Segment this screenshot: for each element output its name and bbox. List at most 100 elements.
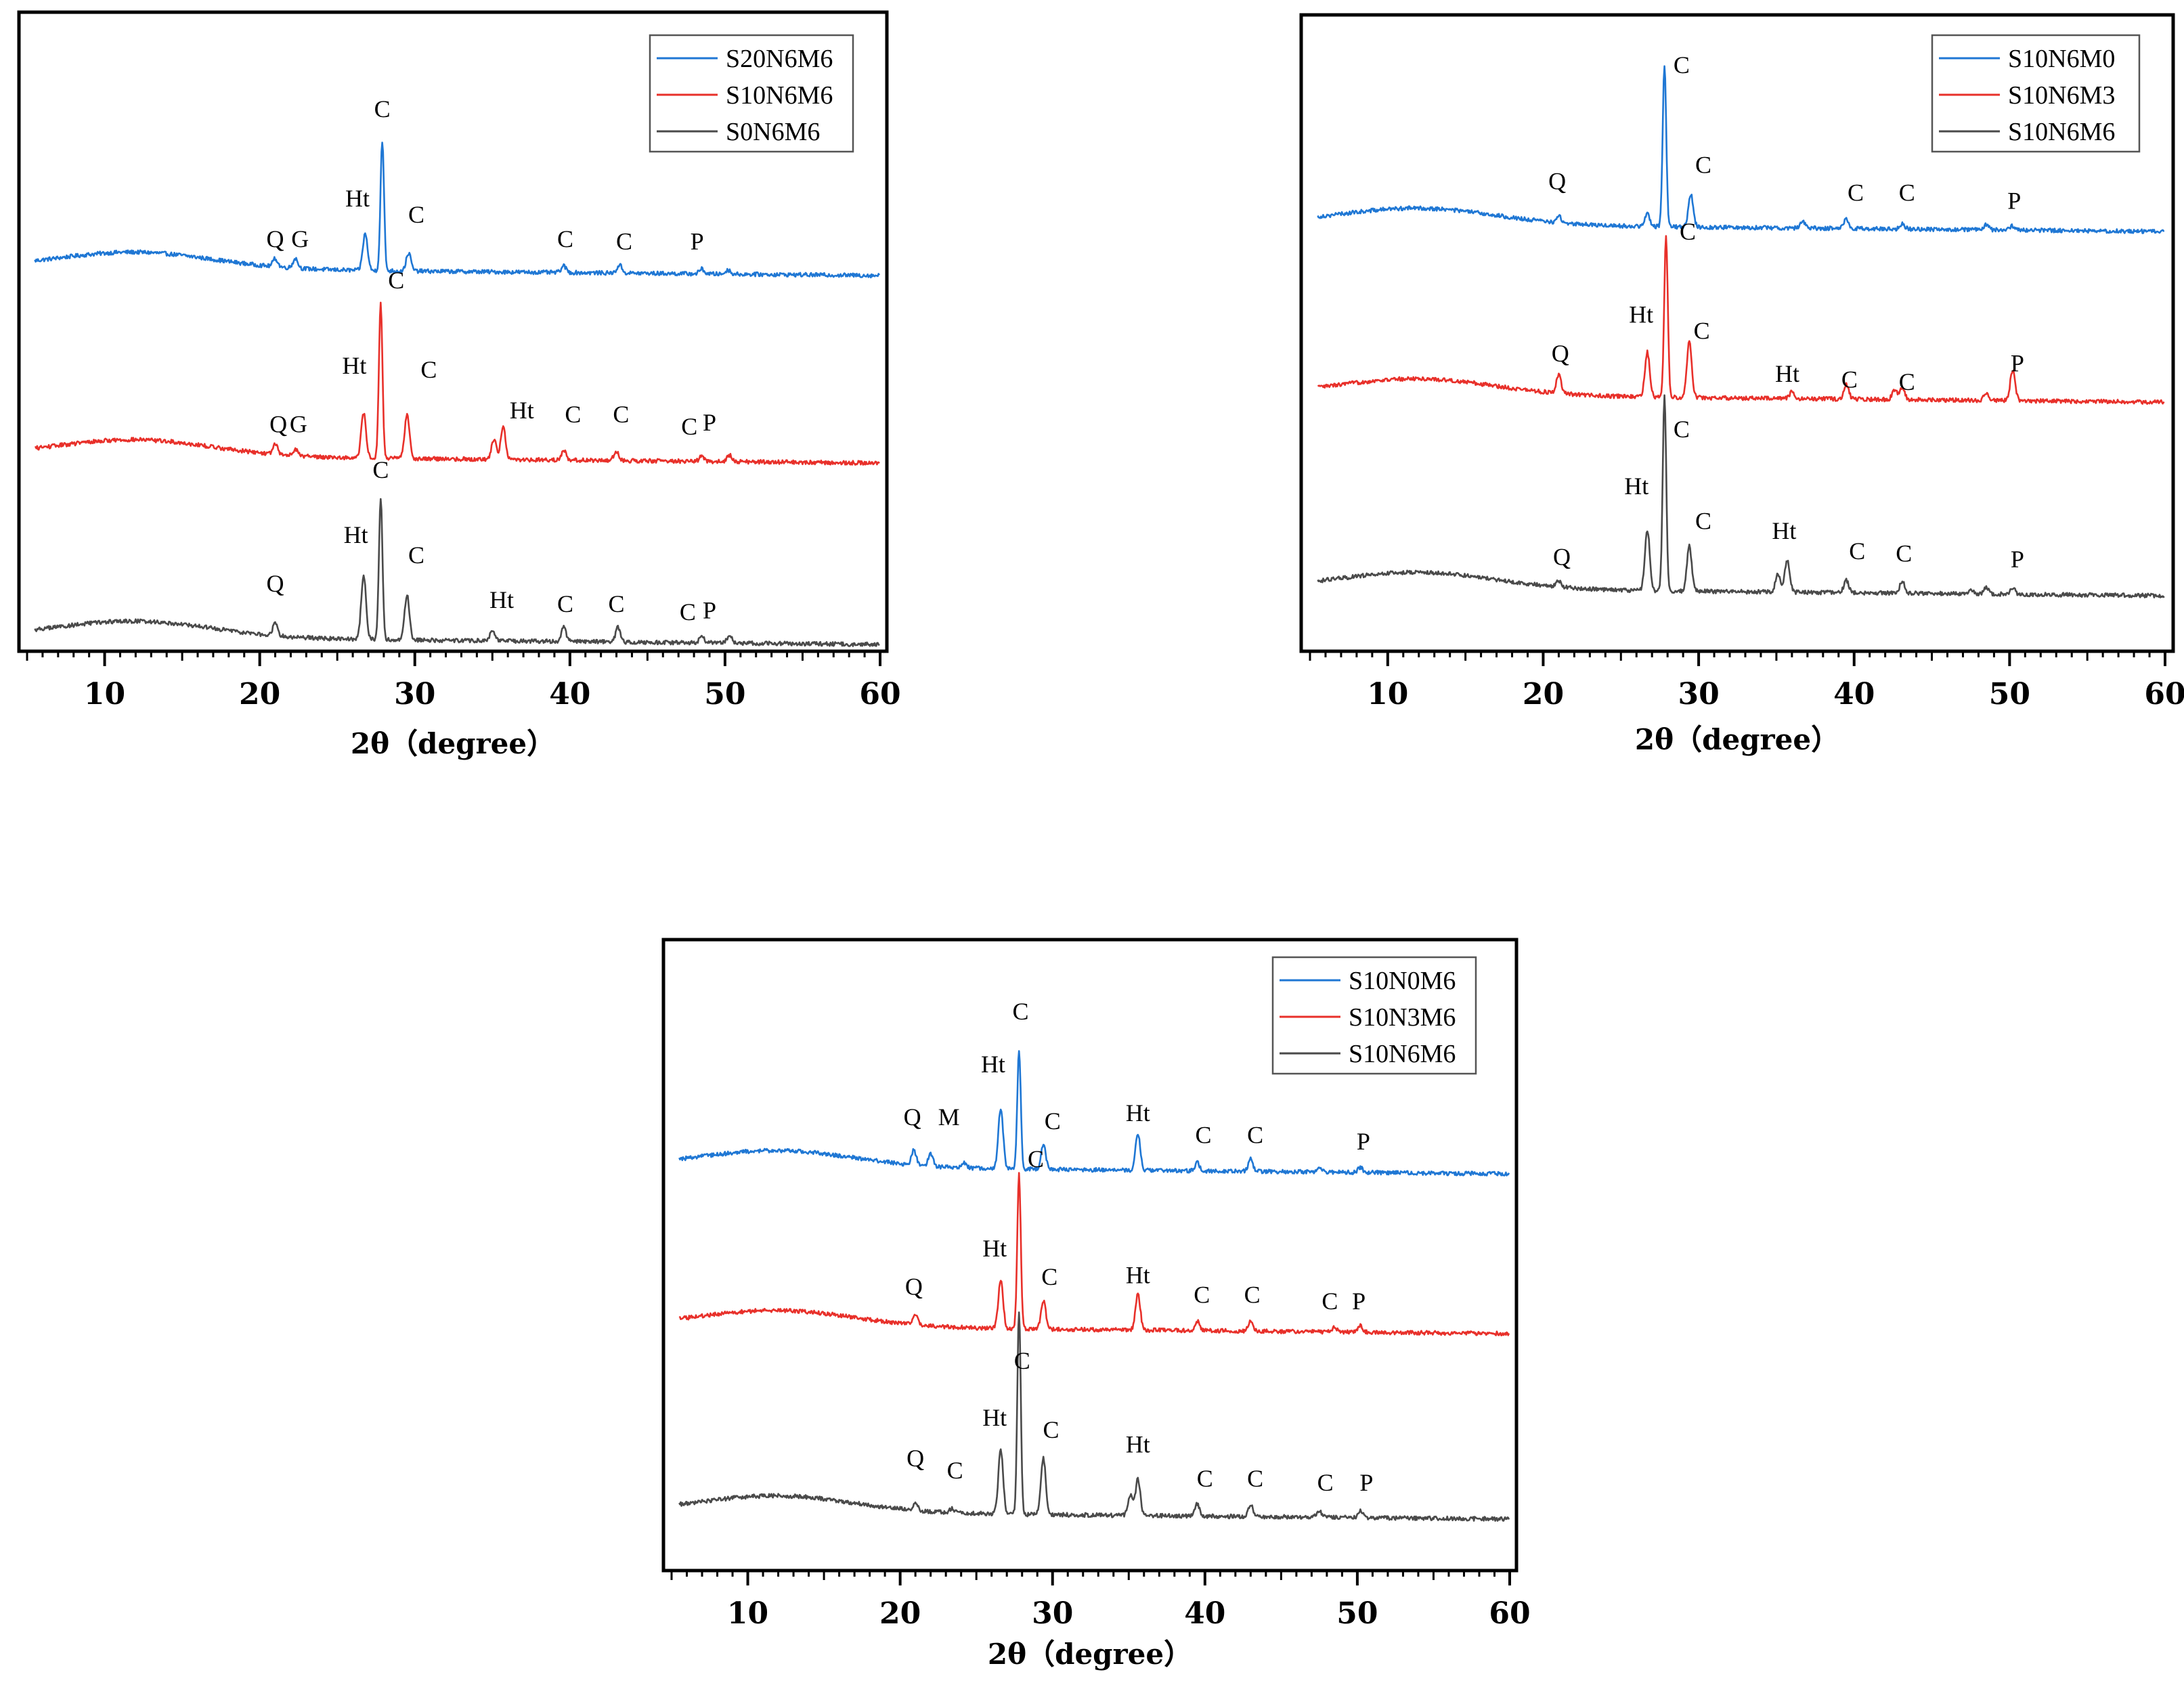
peak-label: Ht [1629,301,1653,328]
series-line-S10N0M6 [678,1050,1510,1177]
legend-label: S10N6M0 [2008,45,2115,73]
plot-frame [661,938,1519,1573]
peak-label: Ht [1126,1431,1150,1458]
peak-label: C [1043,1416,1059,1443]
legend-label: S10N6M3 [2008,81,2115,110]
peak-label: C [609,590,625,617]
x-tick-label: 40 [1184,1596,1225,1631]
peak-label: Ht [489,586,514,613]
peak-label: Ht [982,1404,1007,1431]
peak-label: Ht [1624,473,1648,500]
peak-label: Q [1552,340,1569,367]
peak-label: C [1244,1281,1261,1308]
peak-label: C [1694,317,1710,344]
peak-label: Ht [1126,1262,1150,1289]
peak-label: C [1848,179,1864,206]
peak-label: C [420,356,437,383]
peak-label: C [1041,1263,1057,1290]
peak-label: C [1695,152,1711,179]
x-tick-label: 30 [1032,1596,1073,1631]
peak-label: C [374,95,391,123]
x-tick-label: 20 [239,677,280,711]
peak-label: C [1247,1121,1263,1148]
series-line-S10N6M6 [1317,394,2165,598]
peak-label: Q [1553,543,1571,570]
legend-label: S10N6M6 [2008,118,2115,146]
peak-label: Q [904,1103,921,1131]
peak-label: Ht [1126,1099,1150,1126]
peak-label: C [1317,1469,1334,1496]
x-tick-label: 40 [549,677,590,711]
peak-label: P [2007,187,2021,214]
peak-label: P [1352,1288,1366,1315]
peak-label: C [1194,1281,1210,1308]
peak-label: C [1045,1108,1061,1135]
peak-label: C [1899,368,1915,395]
peak-label: C [681,413,697,440]
peak-label: C [557,590,573,617]
peak-label: Ht [981,1051,1005,1078]
peak-label: C [1674,416,1690,443]
peak-label: P [1357,1128,1370,1155]
x-tick-label: 50 [1989,677,2030,711]
panel-a-xrd-chart: 10 20 30 40 50 60 2θ（degree） S20N6M6 S10N6M6 S0N6… [17,10,901,760]
peak-label: C [1695,508,1711,535]
x-axis-title: 2θ（degree） [1635,723,1839,756]
legend-label: S10N3M6 [1349,1003,1456,1032]
x-tick-label: 10 [727,1596,768,1631]
panel-b-xrd-chart: 10 20 30 40 50 60 2θ（degree） S10N6M0 S10N6M3 S10N… [1299,13,2184,756]
peak-label: C [408,201,424,228]
peak-label: P [1359,1469,1373,1496]
legend-label: S20N6M6 [726,45,833,73]
peak-label: P [703,409,716,436]
x-tick-label: 50 [1336,1596,1378,1631]
peak-label: C [1028,1145,1044,1173]
peak-label: C [613,401,629,428]
peak-label: C [947,1457,963,1484]
x-tick-label: 40 [1833,677,1875,711]
peak-label: Ht [344,521,368,548]
x-tick-label: 60 [1489,1596,1530,1631]
peak-label: Q [905,1273,923,1300]
series-line-S10N6M3 [1317,235,2165,406]
peak-label: C [1012,998,1028,1025]
peak-label: Q [1548,168,1566,195]
series-line-S10N3M6 [678,1172,1510,1336]
peak-label: C [1197,1465,1213,1492]
x-tick-label: 60 [2144,677,2184,711]
peak-label: Ht [345,185,370,212]
peak-label: P [691,228,704,255]
peak-label: Ht [342,352,366,379]
peak-label: P [2011,349,2024,376]
peak-label: P [2011,546,2024,573]
x-tick-label: 10 [84,677,125,711]
panel-c-xrd-chart: 10 20 30 40 50 60 2θ（degree） S10N0M6 S10N3M6 S10N… [661,938,1531,1671]
legend-label: S0N6M6 [726,118,820,146]
peak-label: C [565,401,581,428]
peak-label: Ht [1775,360,1799,387]
plot-frame [17,10,889,653]
peak-label: C [1674,51,1690,79]
peak-label: G [290,410,307,437]
peak-label: C [1896,540,1912,567]
peak-label: C [1196,1121,1212,1148]
peak-label: C [680,598,696,626]
peak-label: C [557,225,573,253]
x-tick-label: 30 [394,677,435,711]
peak-label: C [1322,1288,1338,1315]
peak-label: Ht [982,1235,1007,1262]
x-tick-label: 30 [1678,677,1719,711]
series-line-S10N6M6 [678,1311,1510,1522]
x-tick-label: 10 [1367,677,1408,711]
peak-label: Q [267,225,284,253]
peak-label: C [1841,366,1858,393]
peak-label: Ht [510,397,534,424]
peak-label: M [938,1103,960,1131]
peak-label: C [1680,218,1696,245]
peak-label: Q [907,1445,924,1472]
peak-label: Q [267,570,284,597]
peak-label: C [388,267,404,294]
peak-label: C [408,542,424,569]
legend-label: S10N6M6 [726,81,833,110]
x-axis-title: 2θ（degree） [988,1638,1192,1671]
